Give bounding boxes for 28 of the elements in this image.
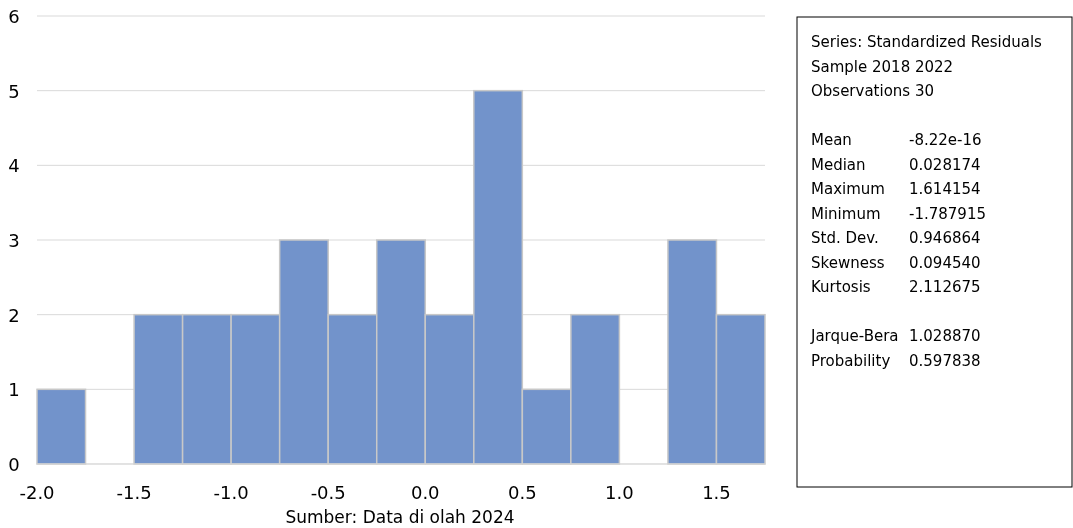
text: Observations 30 [811, 82, 935, 100]
x-tick-label: 1.0 [605, 482, 634, 503]
text: Probability 0.597838 [811, 351, 981, 370]
text: Mean -8.22e-16 [811, 131, 982, 149]
text: Skewness 0.094540 [811, 253, 981, 272]
y-tick-label: 3 [8, 230, 20, 251]
text: Kurtosis 2.112675 [811, 278, 981, 296]
x-tick-label: 0.5 [508, 482, 537, 503]
y-tick-label: 4 [8, 155, 20, 177]
text: Sumber: Data di olah 2024 [285, 507, 515, 527]
text: Median 0.028174 [811, 155, 981, 174]
text: Series: Standardized Residuals [811, 33, 1043, 51]
y-tick-label: 1 [8, 379, 20, 401]
text: Minimum -1.787915 [811, 204, 986, 223]
x-tick-label: 1.5 [702, 482, 731, 503]
x-tick-label: -2.0 [19, 482, 55, 503]
x-tick-label: -1.5 [116, 482, 152, 503]
x-tick-label: -0.5 [310, 482, 346, 503]
y-tick-label: 5 [8, 80, 20, 102]
text: Sample 2018 2022 [811, 57, 954, 76]
x-tick-label: 0.0 [410, 482, 440, 503]
x-tick-label: -1.0 [213, 482, 249, 503]
text: Std. Dev. 0.946864 [811, 229, 981, 247]
text: Jarque-Bera 1.028870 [810, 327, 981, 345]
y-tick-label: 0 [8, 454, 20, 475]
y-tick-label: 6 [8, 6, 20, 27]
y-tick-label: 2 [8, 304, 20, 326]
text: Maximum 1.614154 [811, 180, 981, 198]
